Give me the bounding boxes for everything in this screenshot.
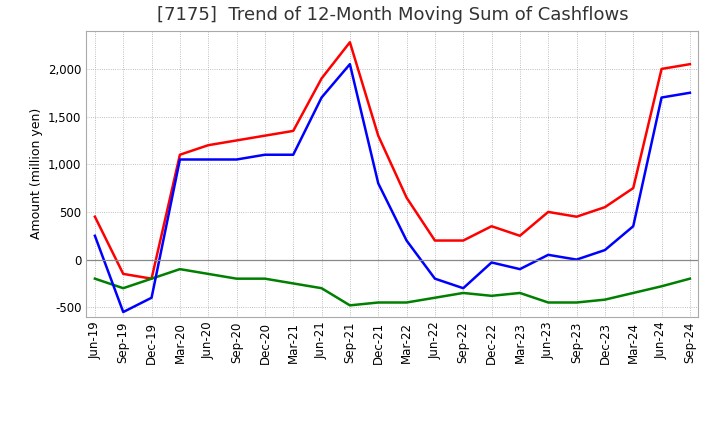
Investing Cashflow bbox=[91, 276, 99, 281]
Investing Cashflow bbox=[487, 293, 496, 298]
Investing Cashflow bbox=[346, 303, 354, 308]
Free Cashflow bbox=[431, 276, 439, 281]
Investing Cashflow bbox=[544, 300, 552, 305]
Free Cashflow bbox=[148, 295, 156, 301]
Operating Cashflow bbox=[516, 233, 524, 238]
Free Cashflow bbox=[204, 157, 212, 162]
Free Cashflow bbox=[459, 286, 467, 291]
Line: Free Cashflow: Free Cashflow bbox=[95, 64, 690, 312]
Operating Cashflow bbox=[204, 143, 212, 148]
Free Cashflow bbox=[289, 152, 297, 158]
Investing Cashflow bbox=[148, 276, 156, 281]
Operating Cashflow bbox=[176, 152, 184, 158]
Operating Cashflow bbox=[431, 238, 439, 243]
Operating Cashflow bbox=[629, 186, 637, 191]
Investing Cashflow bbox=[204, 271, 212, 276]
Operating Cashflow bbox=[487, 224, 496, 229]
Free Cashflow bbox=[402, 238, 411, 243]
Investing Cashflow bbox=[516, 290, 524, 296]
Investing Cashflow bbox=[374, 300, 382, 305]
Free Cashflow bbox=[629, 224, 637, 229]
Investing Cashflow bbox=[600, 297, 609, 302]
Y-axis label: Amount (million yen): Amount (million yen) bbox=[30, 108, 42, 239]
Line: Operating Cashflow: Operating Cashflow bbox=[95, 42, 690, 279]
Operating Cashflow bbox=[402, 195, 411, 200]
Operating Cashflow bbox=[233, 138, 241, 143]
Free Cashflow bbox=[657, 95, 666, 100]
Operating Cashflow bbox=[685, 62, 694, 67]
Investing Cashflow bbox=[119, 286, 127, 291]
Operating Cashflow bbox=[318, 76, 326, 81]
Operating Cashflow bbox=[572, 214, 581, 219]
Operating Cashflow bbox=[657, 66, 666, 72]
Free Cashflow bbox=[487, 260, 496, 265]
Investing Cashflow bbox=[176, 267, 184, 272]
Investing Cashflow bbox=[318, 286, 326, 291]
Operating Cashflow bbox=[600, 205, 609, 210]
Free Cashflow bbox=[91, 233, 99, 238]
Free Cashflow bbox=[374, 181, 382, 186]
Free Cashflow bbox=[600, 247, 609, 253]
Investing Cashflow bbox=[572, 300, 581, 305]
Free Cashflow bbox=[544, 252, 552, 257]
Line: Investing Cashflow: Investing Cashflow bbox=[95, 269, 690, 305]
Operating Cashflow bbox=[544, 209, 552, 215]
Free Cashflow bbox=[346, 62, 354, 67]
Operating Cashflow bbox=[346, 40, 354, 45]
Operating Cashflow bbox=[148, 276, 156, 281]
Free Cashflow bbox=[119, 309, 127, 315]
Investing Cashflow bbox=[402, 300, 411, 305]
Free Cashflow bbox=[233, 157, 241, 162]
Investing Cashflow bbox=[657, 284, 666, 289]
Free Cashflow bbox=[176, 157, 184, 162]
Operating Cashflow bbox=[91, 214, 99, 219]
Free Cashflow bbox=[516, 267, 524, 272]
Operating Cashflow bbox=[261, 133, 269, 138]
Operating Cashflow bbox=[289, 128, 297, 134]
Investing Cashflow bbox=[431, 295, 439, 301]
Investing Cashflow bbox=[261, 276, 269, 281]
Free Cashflow bbox=[685, 90, 694, 95]
Investing Cashflow bbox=[629, 290, 637, 296]
Investing Cashflow bbox=[233, 276, 241, 281]
Free Cashflow bbox=[318, 95, 326, 100]
Free Cashflow bbox=[261, 152, 269, 158]
Operating Cashflow bbox=[374, 133, 382, 138]
Investing Cashflow bbox=[459, 290, 467, 296]
Operating Cashflow bbox=[459, 238, 467, 243]
Title: [7175]  Trend of 12-Month Moving Sum of Cashflows: [7175] Trend of 12-Month Moving Sum of C… bbox=[156, 6, 629, 24]
Free Cashflow bbox=[572, 257, 581, 262]
Operating Cashflow bbox=[119, 271, 127, 276]
Investing Cashflow bbox=[685, 276, 694, 281]
Investing Cashflow bbox=[289, 281, 297, 286]
